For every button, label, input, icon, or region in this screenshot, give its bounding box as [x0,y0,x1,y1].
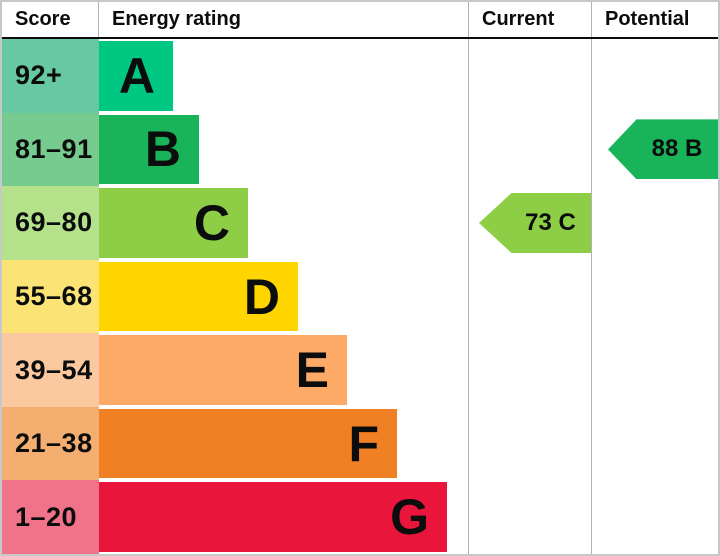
band-row-d: 55–68 D [2,259,718,334]
band-d-bar: D [99,261,298,332]
potential-cell-d [591,259,718,334]
band-row-f: 21–38 F [2,406,718,481]
chart-header-row: Score Energy rating Current Potential [2,2,718,39]
band-e-score-range: 39–54 [2,333,99,407]
band-a-score-range: 92+ [2,39,99,113]
band-row-e: 39–54 E [2,333,718,407]
band-b-bar-area: B [99,113,468,187]
band-b-score-range: 81–91 [2,112,99,187]
band-c-letter: C [193,194,230,251]
potential-cell-g [591,480,718,554]
band-f-bar: F [99,408,397,479]
band-g-score-range: 1–20 [2,480,99,554]
band-d-letter: D [243,268,280,325]
band-f-letter: F [348,415,379,472]
score-column-header: Score [2,2,99,37]
potential-column-header: Potential [591,2,718,37]
band-b-bar: B [99,114,199,185]
band-a-bar: A [99,41,173,111]
band-c-score-range: 69–80 [2,186,99,260]
current-cell-g [468,480,591,554]
potential-cell-e [591,333,718,407]
potential-rating-arrow: 88 B [608,119,718,180]
band-row-c: 69–80 C 73 C [2,186,718,260]
band-e-bar: E [99,335,347,405]
band-row-a: 92+ A [2,39,718,113]
band-b-letter: B [144,121,181,178]
band-a-bar-area: A [99,39,468,113]
current-cell-a [468,39,591,113]
potential-cell-a [591,39,718,113]
band-g-bar: G [99,482,447,553]
current-cell-e [468,333,591,407]
band-f-bar-area: F [99,407,468,481]
band-e-bar-area: E [99,333,468,407]
current-cell-d [468,259,591,334]
band-e-letter: E [295,342,329,399]
band-c-bar: C [99,188,248,258]
band-g-letter: G [390,489,429,546]
current-cell-c: 73 C [468,186,591,260]
current-cell-f [468,406,591,481]
current-rating-arrow: 73 C [479,192,591,253]
band-d-score-range: 55–68 [2,259,99,334]
band-a-letter: A [118,47,155,104]
band-d-bar-area: D [99,260,468,334]
potential-cell-f [591,406,718,481]
potential-cell-c [591,186,718,260]
band-g-bar-area: G [99,480,468,554]
current-column-header: Current [468,2,591,37]
band-row-g: 1–20 G [2,480,718,554]
current-cell-b [468,112,591,187]
band-f-score-range: 21–38 [2,406,99,481]
energy-rating-column-header: Energy rating [112,8,241,30]
band-row-b: 81–91 B 88 B [2,112,718,187]
potential-cell-b: 88 B [591,112,718,187]
band-c-bar-area: C [99,186,468,260]
